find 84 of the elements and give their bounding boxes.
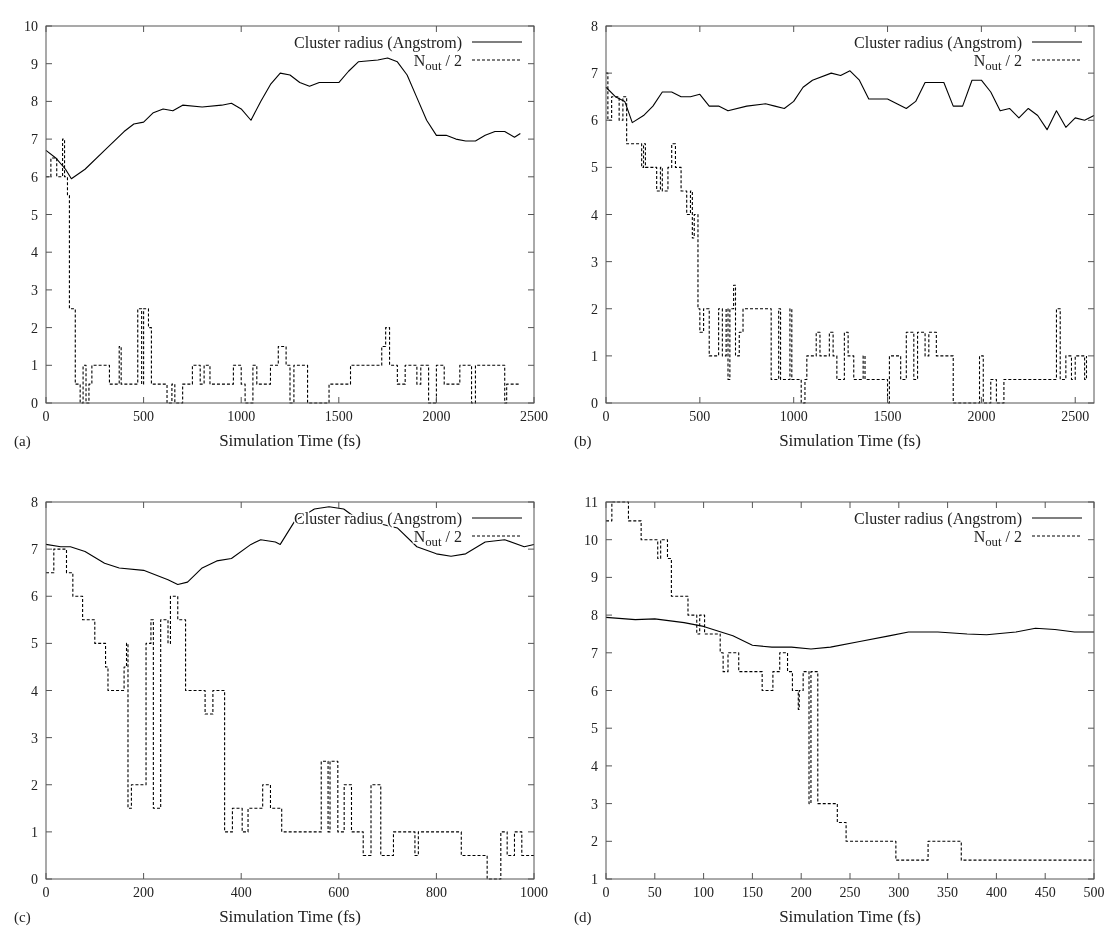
y-tick-label: 4 [31,245,38,261]
y-tick-label: 1 [591,348,598,364]
x-tick-label: 450 [1034,885,1056,900]
x-axis-title: Simulation Time (fs) [779,907,921,926]
y-tick-label: 7 [31,132,38,148]
x-tick-label: 1000 [779,409,808,424]
y-tick-label: 5 [591,721,598,737]
y-tick-label: 10 [584,532,598,548]
x-tick-label: 500 [1083,885,1105,900]
x-tick-label: 250 [839,885,861,900]
y-tick-label: 2 [31,777,38,793]
legend-label: Cluster radius (Angstrom) [854,34,1022,52]
x-tick-label: 500 [689,409,711,424]
x-tick-label: 0 [42,409,50,424]
x-tick-label: 300 [888,885,910,900]
x-tick-label: 1000 [520,885,548,900]
y-tick-label: 8 [591,19,598,34]
legend-label: N$_{out}$ / 2 [973,52,1022,73]
x-tick-label: 500 [133,409,155,424]
y-tick-label: 4 [31,683,38,699]
y-tick-label: 4 [591,758,598,774]
y-tick-label: 3 [591,796,598,812]
y-tick-label: 7 [591,645,598,661]
x-axis-title: Simulation Time (fs) [219,431,361,450]
y-tick-label: 9 [31,56,38,72]
x-tick-label: 200 [790,885,812,900]
text: (b) [574,433,592,450]
y-tick-label: 2 [591,301,598,317]
y-tick-label: 5 [31,636,38,652]
x-tick-label: 2500 [1061,409,1090,424]
x-tick-label: 0 [602,409,610,424]
x-axis-title: Simulation Time (fs) [219,907,361,926]
y-tick-label: 1 [31,358,38,374]
legend-label: N$_{out}$ / 2 [413,528,462,549]
text: (d) [574,909,592,926]
y-tick-label: 8 [31,495,38,510]
y-tick-label: 5 [591,160,598,176]
x-tick-label: 0 [602,885,610,900]
y-tick-label: 10 [24,19,38,34]
y-tick-label: 2 [31,320,38,336]
y-tick-label: 6 [31,169,38,185]
y-tick-label: 4 [591,207,598,223]
y-tick-label: 3 [591,254,598,270]
x-tick-label: 400 [230,885,252,900]
x-tick-label: 600 [328,885,350,900]
legend-label: Cluster radius (Angstrom) [854,510,1022,528]
x-tick-label: 400 [985,885,1007,900]
y-tick-label: 0 [31,396,38,411]
x-tick-label: 0 [42,885,50,900]
x-tick-label: 150 [741,885,763,900]
y-tick-label: 1 [31,824,38,840]
x-tick-label: 1000 [227,409,256,424]
x-tick-label: 2500 [520,409,548,424]
x-tick-label: 1500 [324,409,353,424]
y-tick-label: 3 [31,730,38,746]
legend-label: Cluster radius (Angstrom) [294,34,462,52]
legend-label: N$_{out}$ / 2 [413,52,462,73]
y-tick-label: 1 [591,872,598,887]
x-tick-label: 800 [425,885,447,900]
y-tick-label: 6 [591,683,598,699]
y-tick-label: 0 [31,872,38,887]
y-tick-label: 5 [31,207,38,223]
y-tick-label: 6 [31,589,38,605]
y-tick-label: 9 [591,570,598,586]
y-tick-label: 8 [591,608,598,624]
y-tick-label: 7 [31,542,38,558]
y-tick-label: 11 [584,495,598,510]
x-tick-label: 200 [133,885,155,900]
x-tick-label: 350 [937,885,959,900]
legend-label: N$_{out}$ / 2 [973,528,1022,549]
y-tick-label: 8 [31,94,38,110]
y-tick-label: 0 [591,396,598,411]
x-tick-label: 50 [647,885,662,900]
y-tick-label: 3 [31,282,38,298]
y-tick-label: 2 [591,834,598,850]
x-axis-title: Simulation Time (fs) [779,431,921,450]
x-tick-label: 1500 [873,409,902,424]
x-tick-label: 2000 [967,409,996,424]
y-tick-label: 6 [591,113,598,129]
x-tick-label: 100 [693,885,715,900]
y-tick-label: 7 [591,66,598,82]
text: (c) [14,909,31,926]
text: (a) [14,433,31,450]
x-tick-label: 2000 [422,409,451,424]
